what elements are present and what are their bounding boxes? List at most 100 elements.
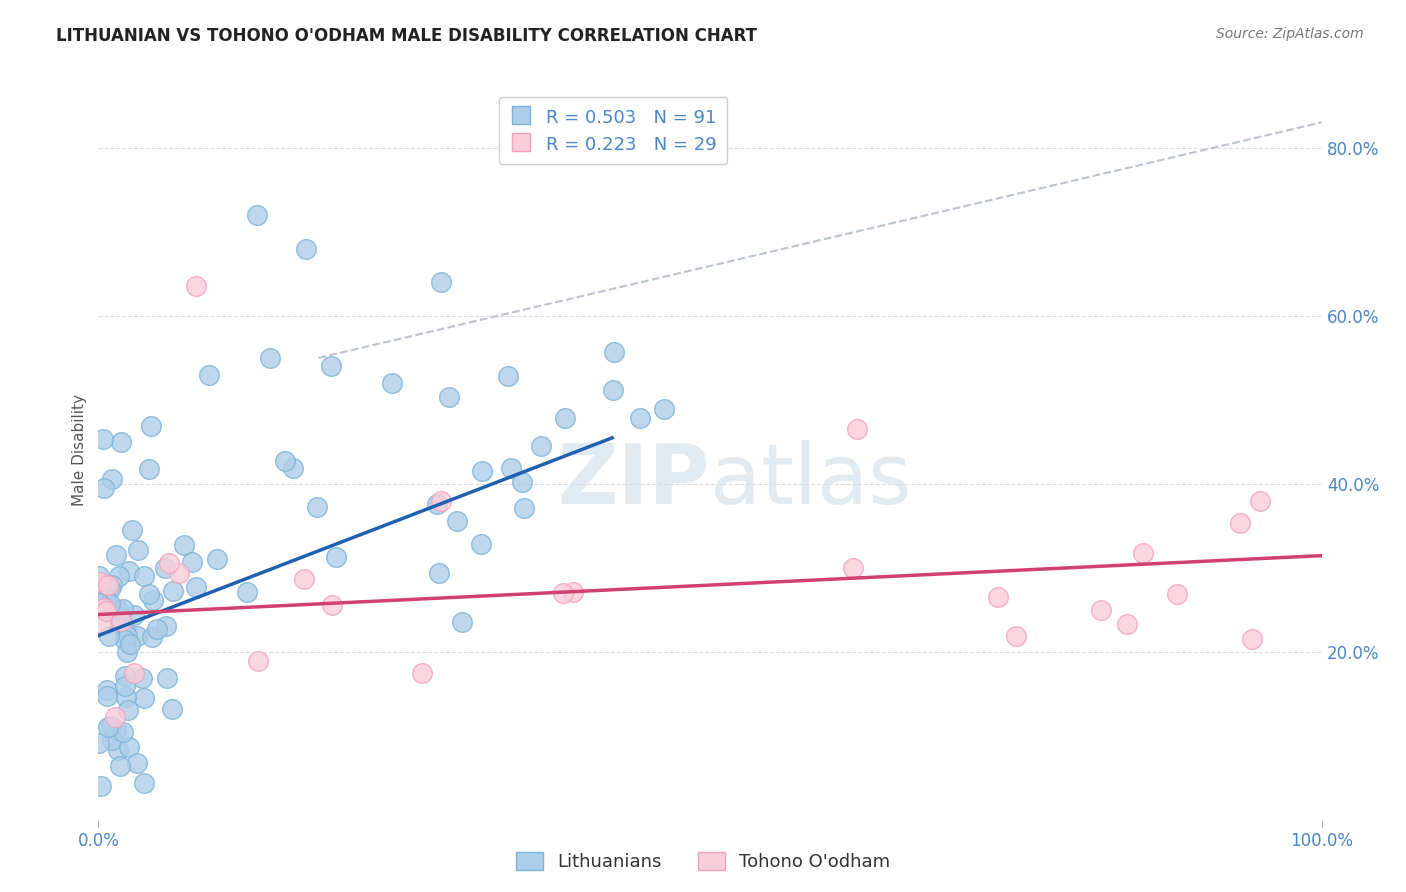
Point <box>530 439 553 453</box>
Point <box>100 719 122 733</box>
Point <box>121 524 143 538</box>
Point <box>101 733 124 747</box>
Point <box>110 614 132 628</box>
Point <box>184 580 207 594</box>
Point <box>987 590 1010 604</box>
Point <box>437 390 460 404</box>
Point <box>107 743 129 757</box>
Point <box>246 208 269 222</box>
Point <box>841 561 863 575</box>
Point <box>114 679 136 693</box>
Point <box>107 603 129 617</box>
Point <box>94 603 117 617</box>
Point <box>155 619 177 633</box>
Point <box>155 561 177 575</box>
Point <box>325 550 347 565</box>
Point <box>96 592 118 607</box>
Point <box>510 475 533 490</box>
Text: LITHUANIAN VS TOHONO O'ODHAM MALE DISABILITY CORRELATION CHART: LITHUANIAN VS TOHONO O'ODHAM MALE DISABI… <box>56 27 758 45</box>
Point <box>652 401 675 416</box>
Point <box>156 672 179 686</box>
Point <box>115 629 138 643</box>
Point <box>108 759 131 773</box>
Point <box>96 689 118 703</box>
Point <box>98 582 121 597</box>
Point <box>97 578 120 592</box>
Point <box>90 779 112 793</box>
Point <box>1090 603 1112 617</box>
Point <box>93 600 115 615</box>
Point <box>157 556 180 570</box>
Point <box>499 461 522 475</box>
Point <box>141 418 163 433</box>
Point <box>124 608 146 623</box>
Point <box>117 703 139 717</box>
Point <box>100 472 122 486</box>
Point <box>105 723 128 738</box>
Point <box>513 500 536 515</box>
Point <box>115 645 138 659</box>
Point <box>319 359 342 374</box>
Point <box>197 368 219 382</box>
Point <box>108 569 131 583</box>
Point <box>141 630 163 644</box>
Point <box>89 569 111 583</box>
Point <box>89 575 111 590</box>
Point <box>186 279 208 293</box>
Point <box>471 464 494 478</box>
Point <box>602 345 624 359</box>
Point <box>295 242 318 256</box>
Point <box>87 735 110 749</box>
Point <box>131 671 153 685</box>
Point <box>110 435 132 450</box>
Point <box>87 596 110 610</box>
Point <box>446 515 468 529</box>
Point <box>100 597 122 611</box>
Point <box>97 629 120 643</box>
Point <box>112 602 135 616</box>
Point <box>181 555 204 569</box>
Point <box>553 586 575 600</box>
Point <box>146 622 169 636</box>
Point <box>93 481 115 495</box>
Point <box>430 494 453 508</box>
Point <box>104 710 127 724</box>
Point <box>1240 632 1263 647</box>
Point <box>160 702 183 716</box>
Point <box>496 368 519 383</box>
Text: ZIP: ZIP <box>558 440 710 521</box>
Point <box>104 549 127 563</box>
Point <box>97 720 120 734</box>
Point <box>845 422 868 436</box>
Point <box>1116 616 1139 631</box>
Point <box>628 410 651 425</box>
Point <box>1166 587 1188 601</box>
Point <box>173 538 195 552</box>
Point <box>96 682 118 697</box>
Point <box>430 275 453 289</box>
Point <box>132 776 155 790</box>
Point <box>114 624 136 639</box>
Point <box>114 669 136 683</box>
Point <box>247 654 270 668</box>
Point <box>205 552 228 566</box>
Point <box>292 572 315 586</box>
Point <box>120 637 142 651</box>
Point <box>562 584 585 599</box>
Point <box>127 543 149 558</box>
Point <box>138 461 160 475</box>
Point <box>554 411 576 425</box>
Point <box>602 383 624 397</box>
Point <box>321 598 343 612</box>
Point <box>142 593 165 607</box>
Point <box>138 586 160 600</box>
Point <box>236 585 259 599</box>
Point <box>305 500 328 514</box>
Point <box>1229 516 1251 530</box>
Legend: R = 0.503   N = 91, R = 0.223   N = 29: R = 0.503 N = 91, R = 0.223 N = 29 <box>499 96 727 164</box>
Point <box>274 454 297 468</box>
Point <box>127 628 149 642</box>
Text: Source: ZipAtlas.com: Source: ZipAtlas.com <box>1216 27 1364 41</box>
Point <box>470 537 492 551</box>
Text: atlas: atlas <box>710 440 911 521</box>
